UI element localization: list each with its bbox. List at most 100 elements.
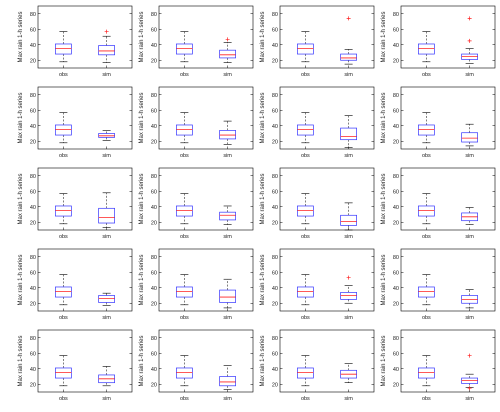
subplot-11: 20 40 60 80 Max rain 1-h series obs sim bbox=[260, 167, 375, 240]
y-tick-label: 40 bbox=[393, 43, 399, 49]
y-tick-label: 40 bbox=[393, 205, 399, 211]
subplot-3: 20 40 60 80 Max rain 1-h series obs sim bbox=[260, 5, 375, 78]
x-tick-label: sim bbox=[465, 396, 474, 402]
y-tick-label: 40 bbox=[272, 43, 278, 49]
y-tick-label: 20 bbox=[151, 139, 157, 145]
iqr-box bbox=[461, 132, 478, 143]
y-axis-label: Max rain 1-h series bbox=[381, 173, 387, 224]
y-tick-label: 80 bbox=[30, 12, 36, 18]
y-tick-label: 20 bbox=[30, 220, 36, 226]
subplot-1: 20 40 60 80 Max rain 1-h series obs sim bbox=[18, 5, 133, 78]
box-sim bbox=[219, 205, 236, 225]
y-axis-label: Max rain 1-h series bbox=[260, 173, 266, 224]
box-sim bbox=[98, 192, 115, 228]
subplot-14: 20 40 60 80 Max rain 1-h series obs sim bbox=[139, 248, 254, 321]
y-tick-label: 20 bbox=[272, 382, 278, 388]
y-tick-label: 80 bbox=[272, 12, 278, 18]
iqr-box bbox=[219, 211, 236, 221]
y-tick-label: 60 bbox=[393, 270, 399, 276]
y-tick-label: 80 bbox=[393, 93, 399, 99]
y-tick-label: 40 bbox=[272, 367, 278, 373]
y-tick-label: 60 bbox=[272, 108, 278, 114]
box-obs bbox=[176, 31, 193, 63]
y-tick-label: 20 bbox=[272, 58, 278, 64]
y-tick-label: 40 bbox=[30, 367, 36, 373]
box-obs bbox=[418, 193, 435, 225]
y-tick-label: 60 bbox=[393, 27, 399, 33]
subplot-19: 20 40 60 80 Max rain 1-h series obs sim bbox=[260, 329, 375, 402]
x-tick-label: obs bbox=[301, 72, 310, 78]
x-tick-label: obs bbox=[301, 396, 310, 402]
y-tick-label: 80 bbox=[30, 93, 36, 99]
y-tick-label: 60 bbox=[272, 189, 278, 195]
axes-frame bbox=[400, 86, 496, 150]
x-tick-label: obs bbox=[180, 234, 189, 240]
y-tick-label: 60 bbox=[30, 351, 36, 357]
y-tick-label: 20 bbox=[393, 382, 399, 388]
y-tick-label: 60 bbox=[393, 351, 399, 357]
subplot-6: 20 40 60 80 Max rain 1-h series obs sim bbox=[139, 86, 254, 159]
y-tick-label: 80 bbox=[393, 12, 399, 18]
y-axis-label: Max rain 1-h series bbox=[139, 335, 145, 386]
x-tick-label: obs bbox=[59, 234, 68, 240]
y-tick-label: 80 bbox=[30, 174, 36, 180]
box-sim bbox=[461, 207, 478, 225]
box-obs bbox=[55, 112, 72, 144]
y-tick-label: 60 bbox=[30, 189, 36, 195]
y-tick-label: 80 bbox=[151, 12, 157, 18]
box-obs bbox=[55, 355, 72, 387]
x-tick-label: sim bbox=[223, 315, 232, 321]
y-tick-label: 80 bbox=[151, 93, 157, 99]
box-sim bbox=[461, 288, 478, 309]
x-tick-label: obs bbox=[422, 72, 431, 78]
x-tick-label: obs bbox=[422, 396, 431, 402]
subplot-7: 20 40 60 80 Max rain 1-h series obs sim bbox=[260, 86, 375, 159]
y-tick-label: 80 bbox=[30, 255, 36, 261]
iqr-box bbox=[219, 376, 236, 387]
x-tick-label: obs bbox=[301, 234, 310, 240]
x-tick-label: sim bbox=[344, 153, 353, 159]
y-axis-label: Max rain 1-h series bbox=[18, 254, 24, 305]
y-tick-label: 20 bbox=[30, 301, 36, 307]
y-axis-label: Max rain 1-h series bbox=[260, 335, 266, 386]
x-tick-label: sim bbox=[223, 234, 232, 240]
box-obs bbox=[418, 112, 435, 144]
x-tick-label: obs bbox=[422, 234, 431, 240]
x-tick-label: obs bbox=[422, 153, 431, 159]
y-tick-label: 60 bbox=[272, 351, 278, 357]
box-obs bbox=[297, 355, 314, 387]
y-tick-label: 60 bbox=[393, 108, 399, 114]
iqr-box bbox=[219, 49, 236, 59]
box-obs bbox=[297, 112, 314, 144]
y-axis-label: Max rain 1-h series bbox=[139, 173, 145, 224]
subplot-20: 20 40 60 80 Max rain 1-h series obs sim bbox=[381, 329, 496, 402]
y-tick-label: 60 bbox=[30, 27, 36, 33]
y-tick-label: 80 bbox=[272, 255, 278, 261]
y-tick-label: 60 bbox=[151, 27, 157, 33]
subplot-4: 20 40 60 80 Max rain 1-h series obs sim bbox=[381, 5, 496, 78]
subplot-12: 20 40 60 80 Max rain 1-h series obs sim bbox=[381, 167, 496, 240]
axes-frame bbox=[400, 329, 496, 393]
box-obs bbox=[297, 31, 314, 63]
subplot-18: 20 40 60 80 Max rain 1-h series obs sim bbox=[139, 329, 254, 402]
y-tick-label: 20 bbox=[151, 220, 157, 226]
box-obs bbox=[297, 193, 314, 225]
box-sim bbox=[219, 365, 236, 390]
axes-frame bbox=[158, 5, 254, 69]
x-tick-label: sim bbox=[344, 315, 353, 321]
y-axis-label: Max rain 1-h series bbox=[18, 11, 24, 62]
y-tick-label: 60 bbox=[272, 270, 278, 276]
y-tick-label: 40 bbox=[393, 367, 399, 373]
y-tick-label: 20 bbox=[30, 58, 36, 64]
y-tick-label: 60 bbox=[30, 270, 36, 276]
axes-frame bbox=[400, 167, 496, 231]
x-tick-label: sim bbox=[344, 234, 353, 240]
outlier-marker bbox=[467, 386, 472, 391]
x-tick-label: obs bbox=[180, 396, 189, 402]
subplot-13: 20 40 60 80 Max rain 1-h series obs sim bbox=[18, 248, 133, 321]
y-axis-label: Max rain 1-h series bbox=[381, 335, 387, 386]
axes-frame bbox=[400, 5, 496, 69]
iqr-box bbox=[340, 53, 357, 61]
box-sim bbox=[461, 123, 478, 147]
